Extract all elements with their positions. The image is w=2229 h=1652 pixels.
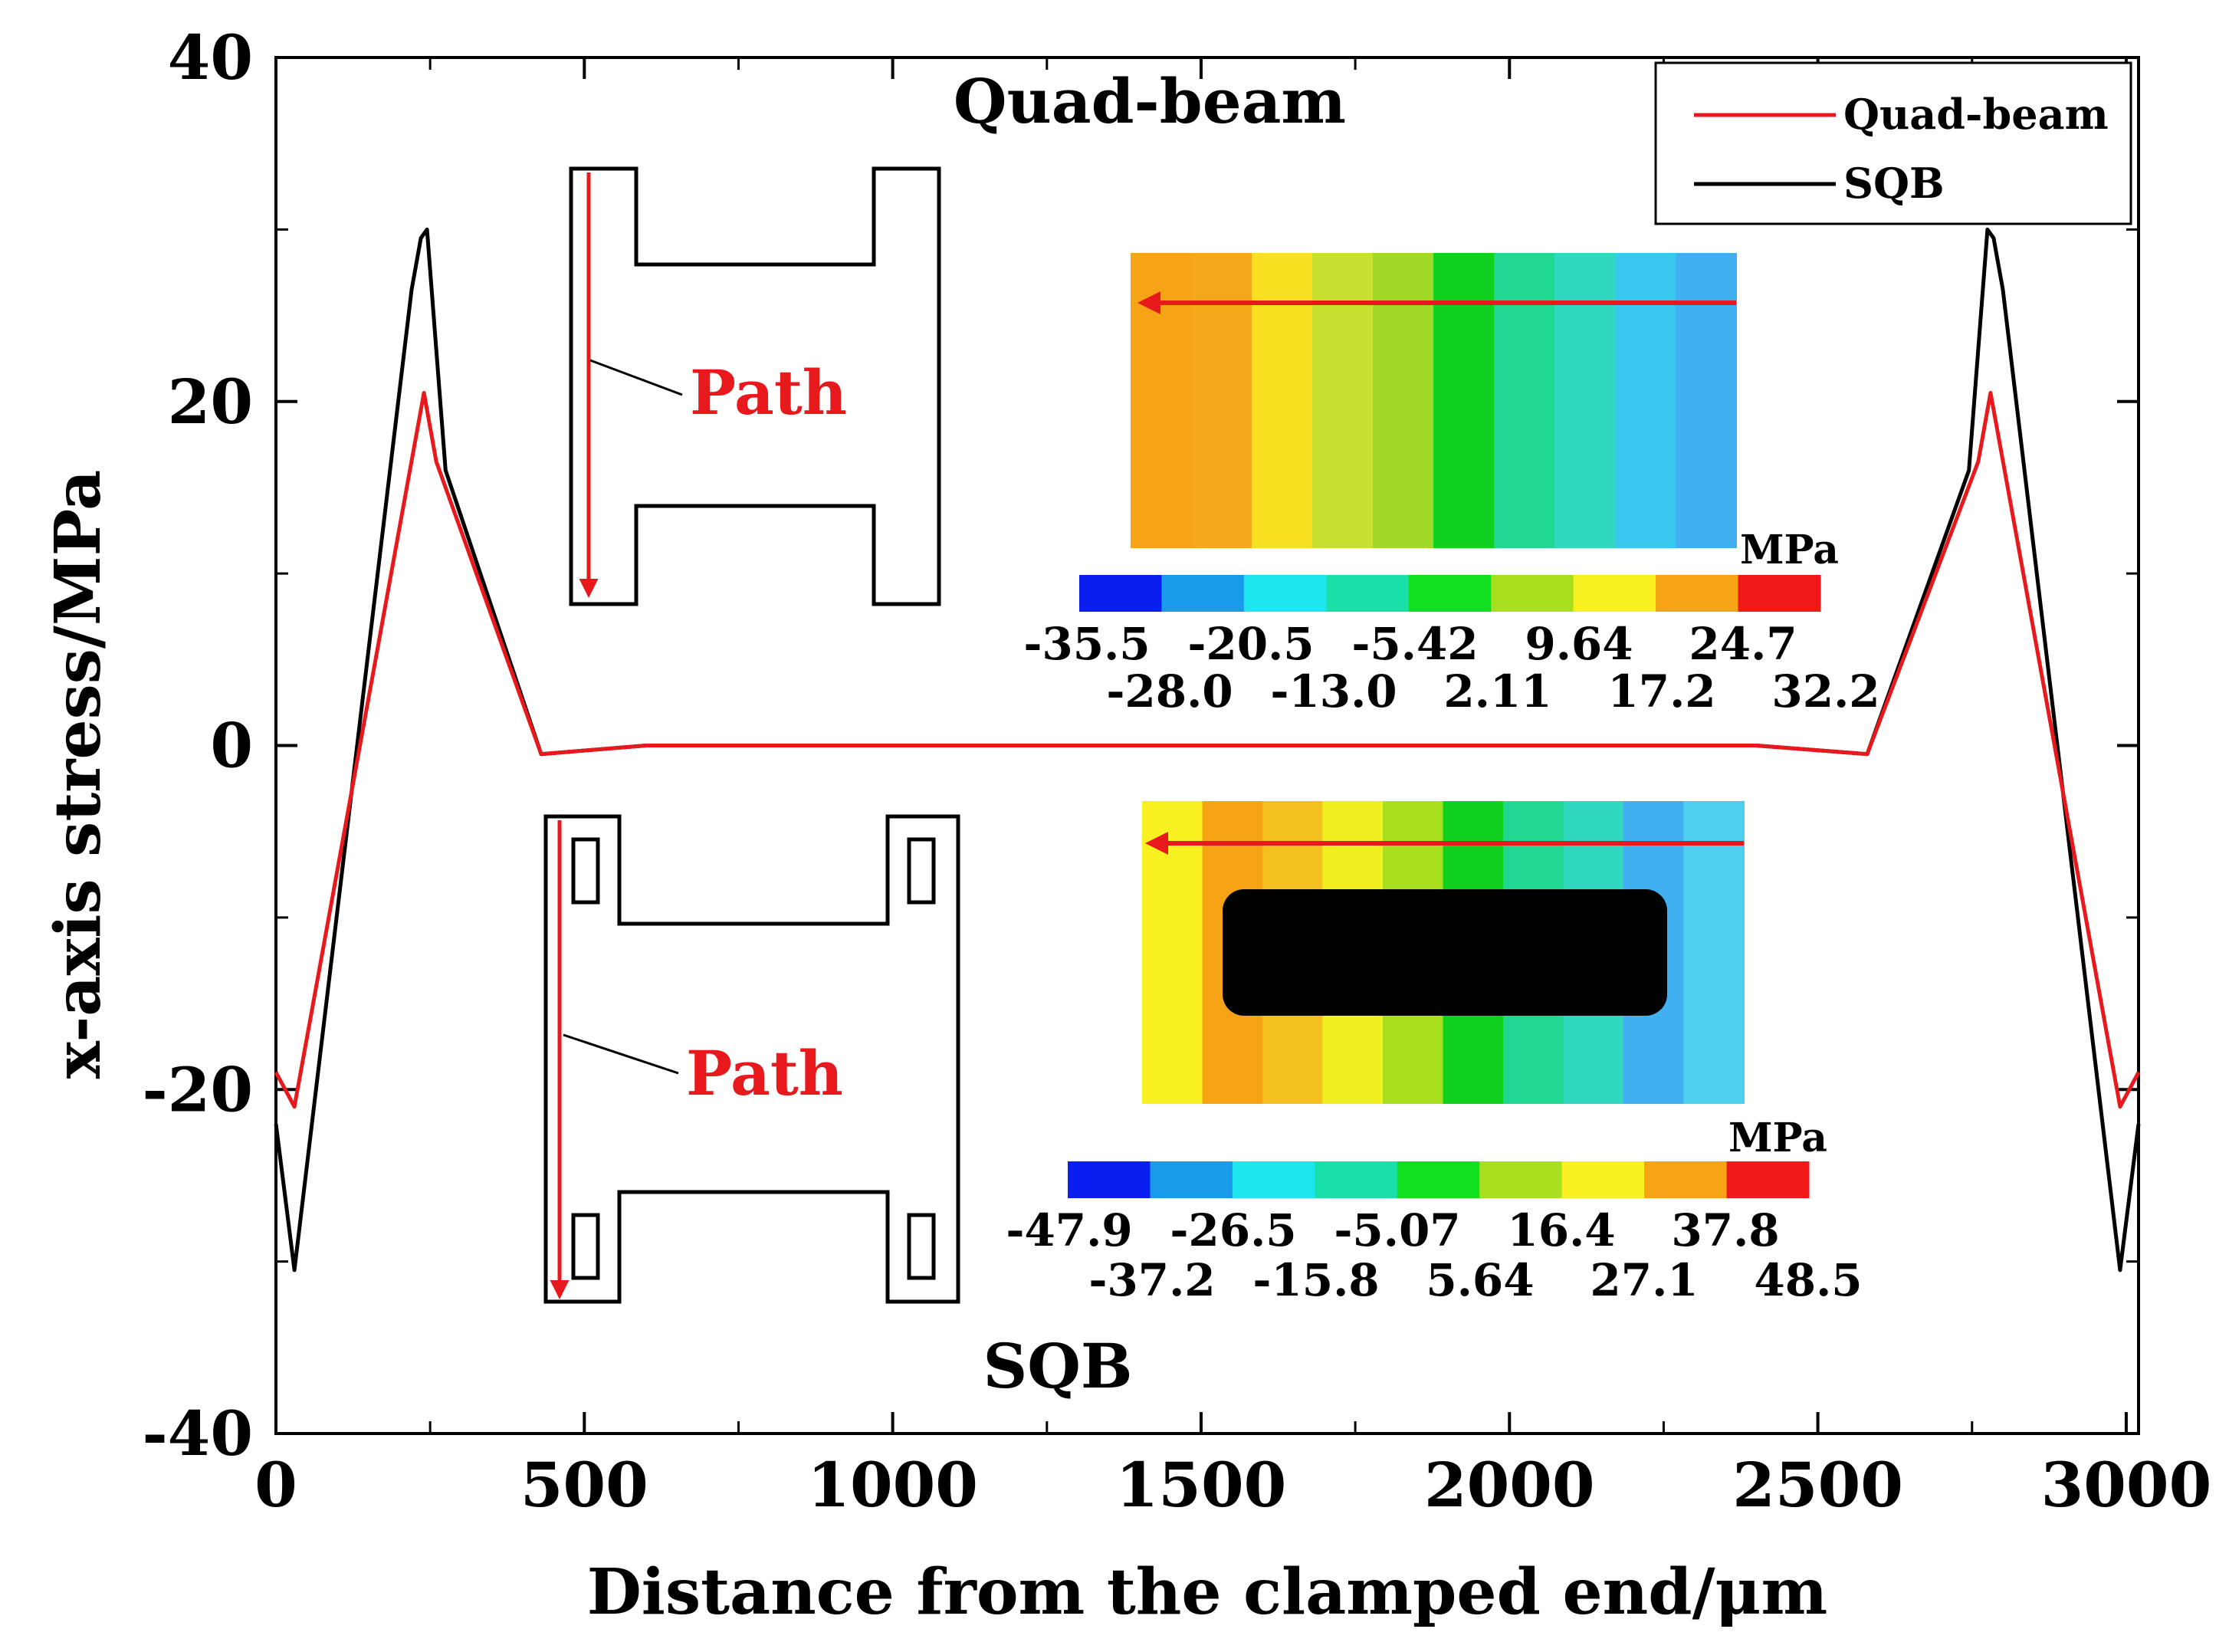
colorbar-top-label: 9.64 — [1525, 618, 1633, 670]
axis-ticks: 0 500 1000 1500 2000 2500 3000 -40 -20 0 20 40 — [142, 21, 2211, 1521]
colorbar-top-label: 24.7 — [1689, 618, 1797, 670]
x-tick-label: 2500 — [1732, 1449, 1903, 1521]
colorbar-top-swatch — [1161, 575, 1245, 612]
colorbar-bottom-label: -15.8 — [1252, 1254, 1379, 1306]
y-axis-label: x-axis stress/MPa — [41, 470, 115, 1079]
colorbar-bottom — [1068, 1161, 1810, 1198]
colorbar-top-label: 32.2 — [1771, 665, 1879, 718]
quad-beam-title: Quad-beam — [954, 65, 1346, 137]
colorbar-bottom-swatch — [1150, 1161, 1233, 1198]
legend: Quad-beam SQB — [1654, 61, 2132, 225]
legend-label-sqb: SQB — [1843, 159, 1945, 208]
quad-map-band — [1252, 253, 1313, 548]
colorbar-top — [1079, 575, 1821, 612]
legend-label-quad-beam: Quad-beam — [1843, 90, 2109, 139]
quad-path-leader — [589, 359, 683, 396]
y-tick-label: -20 — [142, 1053, 253, 1125]
colorbar-bottom-swatch — [1397, 1161, 1480, 1198]
colorbar-top-swatch — [1408, 575, 1492, 612]
y-tick-label: 40 — [168, 21, 253, 94]
y-tick-label: 0 — [210, 710, 253, 782]
colorbar-bottom-label: 48.5 — [1754, 1254, 1862, 1306]
colorbar-top-unit: MPa — [1740, 527, 1839, 573]
colorbar-top-label: -28.0 — [1106, 665, 1233, 718]
colorbar-top-label: 17.2 — [1607, 665, 1715, 718]
sqb-map-band — [1142, 801, 1203, 1104]
sqb-outline — [543, 814, 960, 1304]
colorbar-bottom-label: 16.4 — [1507, 1204, 1615, 1256]
x-tick-label: 1500 — [1116, 1449, 1287, 1521]
quad-map-band — [1676, 253, 1737, 548]
colorbar-top-swatch — [1656, 575, 1739, 612]
colorbar-bottom-label: -37.2 — [1088, 1254, 1215, 1306]
quad-map-band — [1433, 253, 1495, 548]
colorbar-bottom-label: 37.8 — [1671, 1204, 1779, 1256]
quad-beam-stress-map — [1131, 253, 1737, 548]
quad-map-band — [1131, 253, 1192, 548]
colorbar-top-label: 2.11 — [1443, 665, 1551, 718]
series-line-quad-beam — [274, 391, 2141, 1109]
colorbar-bottom-label: 5.64 — [1426, 1254, 1534, 1306]
x-tick-label: 1000 — [807, 1449, 978, 1521]
x-tick-label: 0 — [254, 1449, 297, 1521]
colorbar-bottom-label: -5.07 — [1334, 1204, 1460, 1256]
colorbar-top-swatch — [1079, 575, 1162, 612]
colorbar-top-label: -35.5 — [1023, 618, 1150, 670]
colorbar-top-swatch — [1326, 575, 1410, 612]
y-tick-label: 20 — [168, 366, 253, 438]
y-tick-label: -40 — [142, 1397, 253, 1470]
colorbar-top-label: -13.0 — [1270, 665, 1397, 718]
quad-map-band — [1494, 253, 1555, 548]
colorbar-top-label: -5.42 — [1351, 618, 1478, 670]
colorbar-top-labels: -35.5 -20.5 -5.42 9.64 24.7 -28.0 -13.0 2.11 17.… — [1023, 618, 1879, 718]
colorbar-bottom-label: 27.1 — [1590, 1254, 1698, 1306]
quad-map-band — [1373, 253, 1434, 548]
colorbar-bottom-swatch — [1561, 1161, 1645, 1198]
colorbar-top-swatch — [1738, 575, 1821, 612]
colorbar-bottom-swatch — [1644, 1161, 1728, 1198]
colorbar-top-label: -20.5 — [1187, 618, 1314, 670]
colorbar-bottom-swatch — [1232, 1161, 1315, 1198]
colorbar-bottom-unit: MPa — [1728, 1115, 1827, 1161]
quad-map-band — [1554, 253, 1616, 548]
quad-path-label: Path — [690, 356, 847, 429]
colorbar-top-swatch — [1491, 575, 1574, 612]
sqb-map-band — [1683, 801, 1745, 1104]
colorbar-bottom-label: -26.5 — [1170, 1204, 1296, 1256]
x-tick-label: 500 — [520, 1449, 648, 1521]
quad-map-band — [1615, 253, 1676, 548]
quad-map-band — [1312, 253, 1374, 548]
colorbar-top-swatch — [1243, 575, 1327, 612]
colorbar-bottom-swatch — [1479, 1161, 1563, 1198]
colorbar-top-swatch — [1573, 575, 1656, 612]
sqb-title: SQB — [983, 1330, 1132, 1402]
x-tick-label: 2000 — [1424, 1449, 1595, 1521]
sqb-path-leader — [563, 1033, 679, 1075]
colorbar-bottom-label: -47.9 — [1006, 1204, 1132, 1256]
quad-beam-outline — [569, 166, 941, 606]
colorbar-bottom-swatch — [1068, 1161, 1151, 1198]
colorbar-bottom-labels: -47.9 -26.5 -5.07 16.4 37.8 -37.2 -15.8 5.64 27.… — [1006, 1204, 1862, 1306]
series-group — [274, 227, 2141, 1273]
colorbar-bottom-swatch — [1315, 1161, 1398, 1198]
sqb-map-hole — [1223, 889, 1667, 1016]
quad-map-band — [1191, 253, 1252, 548]
colorbar-bottom-swatch — [1726, 1161, 1810, 1198]
x-tick-label: 3000 — [2041, 1449, 2212, 1521]
sqb-path-label: Path — [686, 1037, 843, 1109]
legend-box — [1654, 61, 2132, 225]
x-axis-label: Distance from the clamped end/μm — [587, 1555, 1828, 1629]
